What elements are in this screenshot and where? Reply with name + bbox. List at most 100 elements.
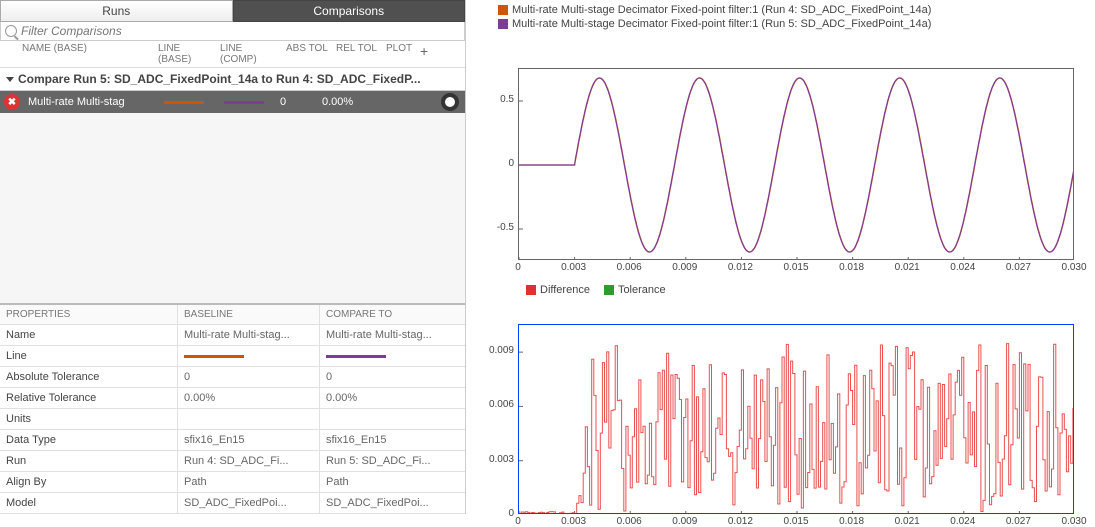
props-compare: Run 5: SD_ADC_Fi... <box>320 451 465 471</box>
x-tick: 0.027 <box>1002 262 1034 273</box>
line-preview-base <box>154 101 214 104</box>
legend-swatch <box>498 5 508 15</box>
props-baseline: Path <box>178 472 320 492</box>
legend-item: Multi-rate Multi-stage Decimator Fixed-p… <box>498 4 931 16</box>
filter-input[interactable] <box>21 24 460 38</box>
legend-item: Difference <box>526 284 590 296</box>
y-tick: 0.006 <box>482 399 514 410</box>
compare-header-text: Compare Run 5: SD_ADC_FixedPoint_14a to … <box>18 72 421 86</box>
legend-item: Multi-rate Multi-stage Decimator Fixed-p… <box>498 18 931 30</box>
col-line-comp: LINE (COMP) <box>216 43 282 65</box>
columns-header: NAME (BASE) LINE (BASE) LINE (COMP) ABS … <box>0 41 465 68</box>
legend-swatch <box>498 19 508 29</box>
y-tick: -0.5 <box>482 222 514 233</box>
x-tick: 0.003 <box>558 262 590 273</box>
col-abs-tol: ABS TOL <box>282 43 332 65</box>
x-tick: 0.006 <box>613 516 645 527</box>
props-col-baseline: BASELINE <box>178 305 320 324</box>
props-label: Align By <box>0 472 178 492</box>
props-label: Name <box>0 325 178 345</box>
props-label: Data Type <box>0 430 178 450</box>
y-tick: 0.5 <box>482 94 514 105</box>
props-row: Units <box>0 409 465 430</box>
props-baseline: SD_ADC_FixedPoi... <box>178 493 320 513</box>
props-baseline: 0 <box>178 367 320 387</box>
x-tick: 0.021 <box>891 516 923 527</box>
remove-signal-button[interactable]: ✖ <box>4 94 20 110</box>
props-compare <box>320 409 465 429</box>
y-tick: 0 <box>482 158 514 169</box>
x-tick: 0.030 <box>1058 262 1090 273</box>
x-tick: 0.003 <box>558 516 590 527</box>
col-rel-tol: REL TOL <box>332 43 382 65</box>
legend-item: Tolerance <box>604 284 666 296</box>
props-compare: Multi-rate Multi-stag... <box>320 325 465 345</box>
x-tick: 0.018 <box>836 262 868 273</box>
x-tick: 0.024 <box>947 262 979 273</box>
legend-swatch <box>526 285 536 295</box>
x-tick: 0.015 <box>780 262 812 273</box>
signal-row[interactable]: ✖ Multi-rate Multi-stag 0 0.00% <box>0 91 465 113</box>
props-row: RunRun 4: SD_ADC_Fi...Run 5: SD_ADC_Fi..… <box>0 451 465 472</box>
props-col-compare: COMPARE TO <box>320 305 465 324</box>
props-label: Model <box>0 493 178 513</box>
props-compare: Path <box>320 472 465 492</box>
props-baseline <box>178 409 320 429</box>
x-tick: 0 <box>502 516 534 527</box>
props-baseline: Run 4: SD_ADC_Fi... <box>178 451 320 471</box>
x-tick: 0.027 <box>1002 516 1034 527</box>
signal-chart[interactable] <box>518 68 1074 260</box>
abs-tol-value: 0 <box>274 96 322 108</box>
line-preview-comp <box>214 101 274 104</box>
difference-chart[interactable] <box>518 324 1074 514</box>
x-tick: 0.009 <box>669 262 701 273</box>
x-tick: 0.030 <box>1058 516 1090 527</box>
props-baseline: Multi-rate Multi-stag... <box>178 325 320 345</box>
x-tick: 0.024 <box>947 516 979 527</box>
x-tick: 0.018 <box>836 516 868 527</box>
props-label: Line <box>0 346 178 366</box>
x-tick: 0.015 <box>780 516 812 527</box>
compare-group-header[interactable]: Compare Run 5: SD_ADC_FixedPoint_14a to … <box>0 68 465 91</box>
props-label: Relative Tolerance <box>0 388 178 408</box>
plot-toggle[interactable] <box>441 93 459 111</box>
x-tick: 0.009 <box>669 516 701 527</box>
props-row: Data Typesfix16_En15sfix16_En15 <box>0 430 465 451</box>
signal-name: Multi-rate Multi-stag <box>24 96 154 108</box>
x-tick: 0.021 <box>891 262 923 273</box>
x-tick: 0.012 <box>724 262 756 273</box>
props-row: Line <box>0 346 465 367</box>
x-tick: 0 <box>502 262 534 273</box>
props-row: Absolute Tolerance00 <box>0 367 465 388</box>
tab-comparisons[interactable]: Comparisons <box>233 0 466 22</box>
props-baseline <box>178 346 320 366</box>
props-label: Absolute Tolerance <box>0 367 178 387</box>
props-compare <box>320 346 465 366</box>
col-line-base: LINE (BASE) <box>154 43 216 65</box>
props-label: Units <box>0 409 178 429</box>
props-compare: SD_ADC_FixedPoi... <box>320 493 465 513</box>
props-baseline: 0.00% <box>178 388 320 408</box>
y-tick: 0.003 <box>482 454 514 465</box>
add-column-button[interactable]: + <box>416 43 432 65</box>
y-tick: 0.009 <box>482 345 514 356</box>
tab-runs[interactable]: Runs <box>0 0 233 22</box>
props-compare: sfix16_En15 <box>320 430 465 450</box>
chevron-down-icon <box>6 77 14 82</box>
props-compare: 0 <box>320 367 465 387</box>
props-row: Relative Tolerance0.00%0.00% <box>0 388 465 409</box>
props-col-properties: PROPERTIES <box>0 305 178 324</box>
props-compare: 0.00% <box>320 388 465 408</box>
props-row: NameMulti-rate Multi-stag...Multi-rate M… <box>0 325 465 346</box>
col-name: NAME (BASE) <box>18 43 154 65</box>
signal-list-empty <box>0 113 465 303</box>
x-tick: 0.006 <box>613 262 645 273</box>
col-plot: PLOT <box>382 43 416 65</box>
props-label: Run <box>0 451 178 471</box>
props-row: ModelSD_ADC_FixedPoi...SD_ADC_FixedPoi..… <box>0 493 465 514</box>
x-tick: 0.012 <box>724 516 756 527</box>
rel-tol-value: 0.00% <box>322 96 374 108</box>
search-icon <box>5 25 17 37</box>
props-baseline: sfix16_En15 <box>178 430 320 450</box>
properties-table: PROPERTIES BASELINE COMPARE TO NameMulti… <box>0 303 465 514</box>
